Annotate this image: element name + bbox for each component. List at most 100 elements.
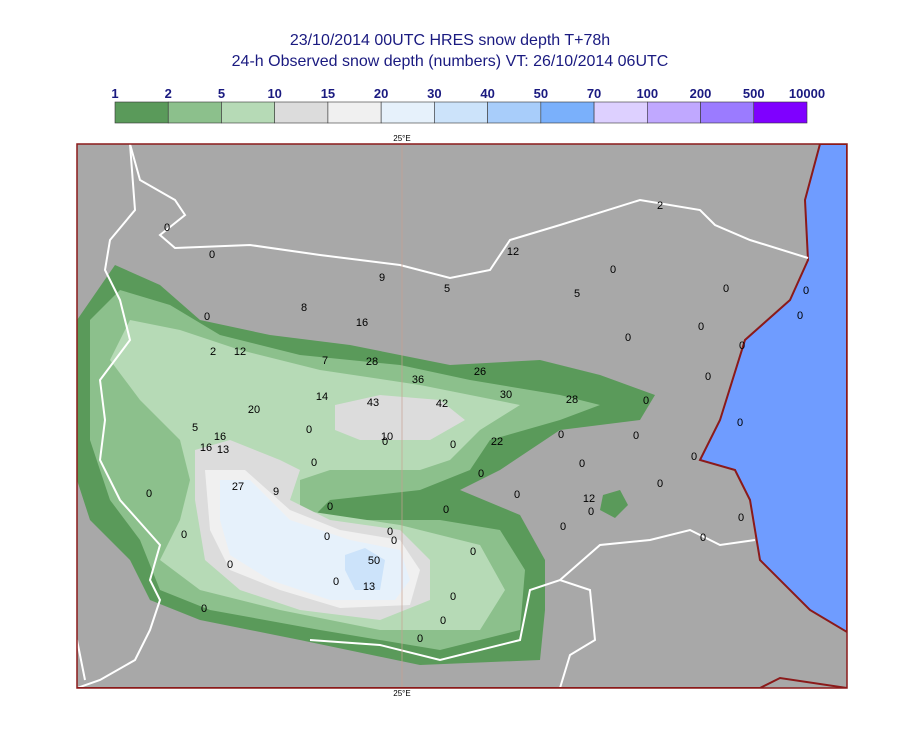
colorbar-label: 10000 (789, 86, 825, 101)
colorbar-label: 100 (636, 86, 658, 101)
observation-value: 0 (739, 340, 745, 352)
observation-value: 0 (737, 417, 743, 429)
title: 23/10/2014 00UTC HRES snow depth T+78h (290, 32, 610, 49)
observation-value: 42 (436, 398, 448, 410)
map-area (77, 144, 847, 688)
observation-value: 50 (368, 555, 380, 567)
colorbar-swatch (540, 101, 595, 124)
observation-value: 7 (322, 355, 328, 367)
colorbar-swatch (167, 101, 222, 124)
colorbar-label: 500 (743, 86, 765, 101)
observation-value: 28 (366, 356, 378, 368)
observation-value: 0 (306, 424, 312, 436)
observation-value: 0 (417, 633, 423, 645)
lon-label: 25°E (393, 134, 410, 143)
colorbar-label: 15 (321, 86, 335, 101)
observation-value: 9 (379, 272, 385, 284)
observation-value: 5 (444, 283, 450, 295)
observation-value: 20 (248, 404, 260, 416)
observation-value: 9 (273, 486, 279, 498)
observation-value: 12 (507, 246, 519, 258)
observation-value: 0 (633, 430, 639, 442)
observation-value: 0 (227, 559, 233, 571)
observation-value: 0 (560, 521, 566, 533)
observation-value: 26 (474, 366, 486, 378)
observation-value: 0 (382, 436, 388, 448)
observation-value: 0 (643, 395, 649, 407)
observation-value: 13 (363, 581, 375, 593)
observation-value: 0 (738, 512, 744, 524)
observation-value: 16 (214, 431, 226, 443)
observation-value: 0 (333, 576, 339, 588)
observation-value: 0 (705, 371, 711, 383)
observation-value: 0 (311, 457, 317, 469)
observation-value: 0 (691, 451, 697, 463)
observation-value: 0 (625, 332, 631, 344)
observation-value: 0 (558, 429, 564, 441)
observation-value: 2 (657, 200, 663, 212)
observation-value: 0 (514, 489, 520, 501)
colorbar-swatch (221, 101, 275, 124)
observation-value: 0 (324, 531, 330, 543)
observation-value: 0 (327, 501, 333, 513)
observation-value: 0 (391, 535, 397, 547)
colorbar-label: 70 (587, 86, 601, 101)
observation-value: 12 (583, 493, 595, 505)
observation-value: 0 (470, 546, 476, 558)
observation-value: 14 (316, 391, 328, 403)
colorbar-swatch (593, 101, 648, 124)
observation-value: 28 (566, 394, 578, 406)
observation-value: 0 (450, 439, 456, 451)
observation-value: 0 (450, 591, 456, 603)
observation-value: 0 (443, 504, 449, 516)
observation-value: 0 (204, 311, 210, 323)
colorbar-label: 1 (111, 86, 118, 101)
observation-value: 0 (698, 321, 704, 333)
colorbar-swatch (274, 101, 329, 124)
observation-value: 0 (440, 615, 446, 627)
observation-value: 27 (232, 481, 244, 493)
observation-value: 43 (367, 397, 379, 409)
subtitle: 24-h Observed snow depth (numbers) VT: 2… (232, 53, 669, 70)
colorbar-label: 50 (534, 86, 548, 101)
colorbar: 1 2 5 10 15 20 30 40 50 70 100 200 500 10000 (111, 86, 825, 124)
colorbar-swatch (327, 101, 382, 124)
observation-value: 0 (201, 603, 207, 615)
colorbar-swatch (434, 101, 488, 124)
colorbar-swatch (380, 101, 435, 124)
observation-value: 8 (301, 302, 307, 314)
observation-value: 0 (803, 285, 809, 297)
colorbar-label: 20 (374, 86, 388, 101)
observation-value: 0 (579, 458, 585, 470)
colorbar-label: 5 (218, 86, 225, 101)
observation-value: 36 (412, 374, 424, 386)
observation-value: 0 (700, 532, 706, 544)
observation-value: 16 (356, 317, 368, 329)
colorbar-swatch (700, 101, 755, 124)
observation-value: 30 (500, 389, 512, 401)
observation-value: 16 (200, 442, 212, 454)
observation-value: 10 (381, 431, 393, 443)
map-frame (76, 143, 848, 689)
observation-value: 0 (797, 310, 803, 322)
observation-value: 0 (387, 526, 393, 538)
observation-value: 13 (217, 444, 229, 456)
observation-value: 0 (610, 264, 616, 276)
observation-value: 0 (657, 478, 663, 490)
colorbar-swatch (647, 101, 701, 124)
observation-value: 0 (146, 488, 152, 500)
observation-value: 5 (192, 422, 198, 434)
colorbar-swatch (114, 101, 169, 124)
lon-label: 25°E (393, 689, 410, 698)
observation-value: 0 (181, 529, 187, 541)
observation-value: 0 (164, 222, 170, 234)
observation-value: 2 (210, 346, 216, 358)
colorbar-label: 40 (480, 86, 494, 101)
colorbar-swatch (753, 101, 808, 124)
colorbar-swatch (487, 101, 542, 124)
observation-value: 0 (723, 283, 729, 295)
colorbar-label: 200 (690, 86, 712, 101)
colorbar-label: 30 (427, 86, 441, 101)
